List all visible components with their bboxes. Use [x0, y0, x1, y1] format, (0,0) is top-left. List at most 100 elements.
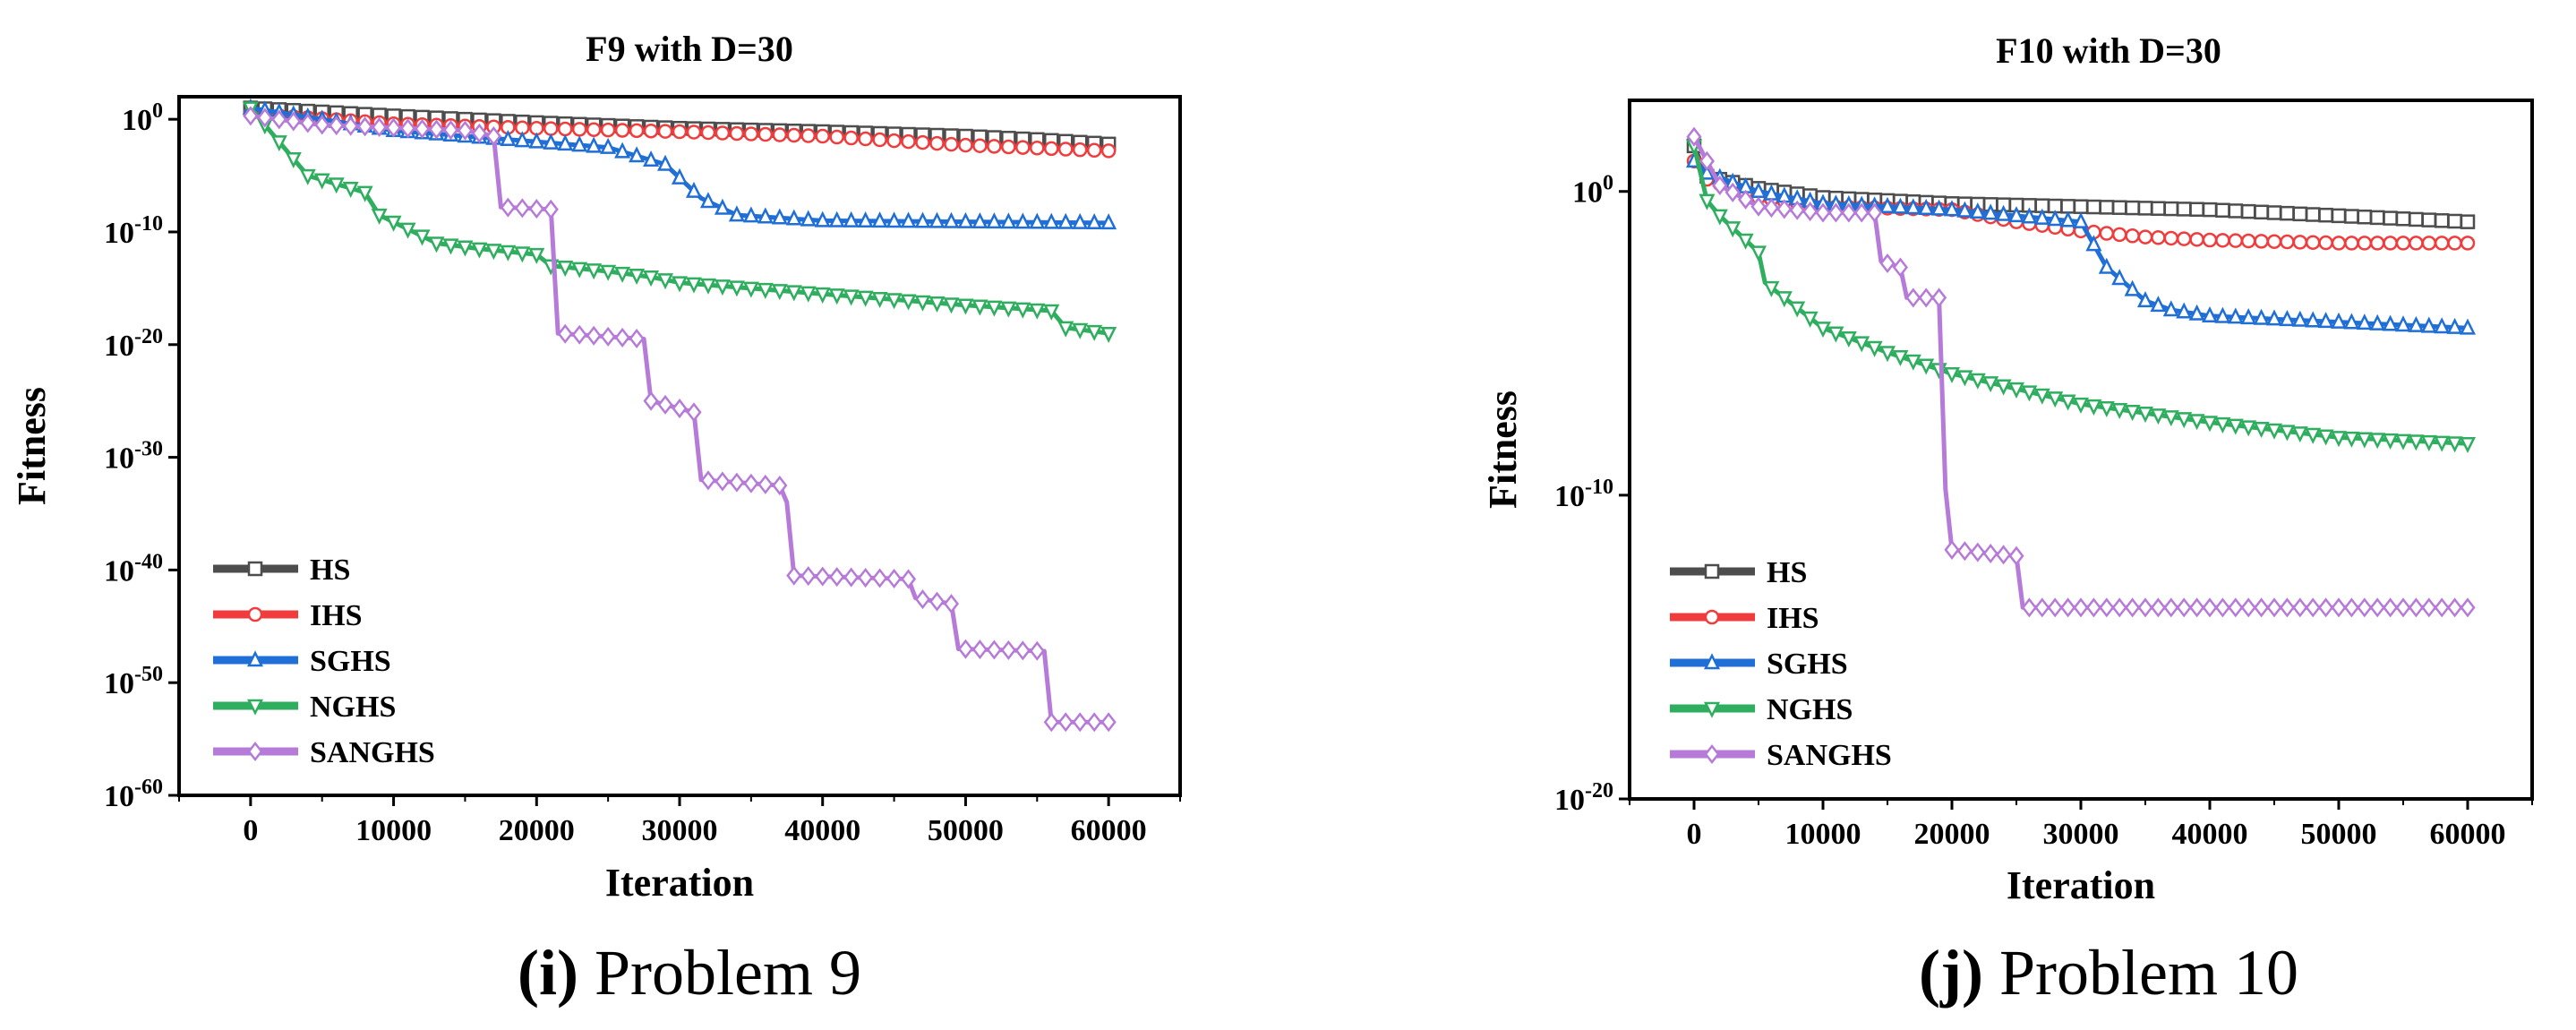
data-point-sghs: [671, 167, 689, 185]
data-point-sanghs: [329, 116, 345, 136]
data-point-sanghs: [686, 402, 702, 423]
data-point-nghs: [299, 168, 316, 185]
data-point-nghs: [2291, 426, 2308, 443]
data-point-ihs: [2305, 235, 2321, 250]
series-nghs: [242, 101, 1117, 343]
data-point-nghs: [600, 264, 617, 281]
data-point-sanghs: [1970, 542, 1986, 562]
data-point-ihs: [958, 137, 973, 153]
data-point-nghs: [270, 135, 287, 152]
data-point-nghs: [285, 151, 302, 168]
data-point-ihs: [2434, 236, 2450, 251]
data-point-sghs: [600, 137, 617, 154]
legend-marker: [1704, 609, 1720, 625]
data-point-nghs: [2434, 435, 2451, 452]
data-point-hs: [2305, 207, 2321, 222]
data-point-nghs: [2253, 422, 2270, 439]
data-point-sanghs: [800, 566, 817, 587]
data-point-hs: [2176, 202, 2192, 217]
data-point-nghs: [1763, 280, 1780, 297]
data-point-sghs: [2227, 307, 2244, 324]
data-point-nghs: [500, 245, 517, 262]
data-point-sghs: [629, 146, 646, 163]
data-point-sghs: [500, 130, 517, 147]
data-point-ihs: [858, 131, 873, 147]
data-point-nghs: [1043, 304, 1060, 321]
data-point-hs: [2331, 208, 2347, 224]
data-point-ihs: [600, 122, 616, 138]
data-point-ihs: [2125, 228, 2140, 244]
data-point-sghs: [2162, 300, 2179, 317]
data-point-sghs: [1969, 202, 1986, 219]
data-point-sghs: [1930, 199, 1947, 216]
data-point-nghs: [757, 282, 774, 299]
data-point-ihs: [571, 122, 587, 137]
data-point-sanghs: [2343, 597, 2359, 618]
data-point-nghs: [399, 222, 416, 239]
data-point-sanghs: [1867, 202, 1883, 223]
data-point-nghs: [2279, 425, 2296, 442]
data-point-nghs: [2394, 433, 2412, 451]
y-tick-label: 10-50: [104, 663, 163, 700]
data-point-sanghs: [1072, 712, 1088, 733]
legend-label: HS: [310, 554, 350, 587]
data-point-sghs: [657, 154, 674, 171]
data-point-ihs: [2189, 232, 2204, 247]
data-point-sanghs: [2421, 597, 2437, 618]
data-point-sanghs: [2460, 597, 2476, 618]
data-point-ihs: [2369, 236, 2385, 251]
data-point-sanghs: [428, 119, 445, 140]
data-point-ihs: [2240, 233, 2256, 249]
data-point-sghs: [900, 211, 917, 228]
legend-marker: [1703, 653, 1721, 670]
data-point-nghs: [2124, 405, 2141, 422]
data-point-hs: [2434, 213, 2450, 228]
data-point-hs: [2073, 199, 2089, 214]
legend-item-sghs: SGHS: [1670, 648, 1848, 681]
data-point-ihs: [2447, 236, 2462, 251]
data-point-nghs: [2446, 436, 2463, 453]
data-point-sghs: [914, 211, 931, 228]
data-point-sanghs: [1776, 199, 1793, 219]
data-point-nghs: [900, 294, 917, 311]
legend-item-sanghs: SANGHS: [213, 736, 435, 769]
data-point-nghs: [2330, 431, 2348, 448]
data-point-nghs: [1879, 346, 1896, 363]
legend-item-ihs: IHS: [213, 599, 363, 632]
data-point-sanghs: [1931, 288, 1947, 308]
series-sanghs: [1686, 126, 2476, 618]
data-point-sghs: [2265, 309, 2283, 326]
data-point-sanghs: [243, 106, 259, 126]
data-point-ihs: [686, 124, 702, 140]
data-point-nghs: [657, 273, 674, 290]
data-point-sanghs: [500, 197, 516, 218]
data-point-hs: [2357, 209, 2373, 225]
data-point-sghs: [2279, 310, 2296, 327]
data-point-sanghs: [557, 323, 573, 344]
data-point-nghs: [2201, 416, 2219, 433]
data-point-ihs: [944, 136, 959, 152]
data-point-sghs: [1699, 163, 1716, 180]
data-point-ihs: [901, 133, 916, 150]
data-point-sghs: [1995, 204, 2012, 221]
data-point-sanghs: [257, 107, 273, 128]
data-point-sanghs: [2331, 597, 2347, 618]
data-point-nghs: [371, 208, 388, 225]
data-point-sghs: [2033, 208, 2050, 225]
legend-label: IHS: [310, 599, 363, 632]
data-point-sghs: [2382, 314, 2399, 331]
legend-marker: [246, 699, 264, 716]
legend-marker: [1704, 563, 1720, 579]
legend-item-nghs: NGHS: [213, 691, 396, 724]
data-point-sghs: [943, 211, 960, 228]
data-point-hs: [2215, 202, 2230, 219]
data-point-sanghs: [2176, 597, 2192, 618]
data-point-nghs: [1711, 209, 1728, 226]
data-point-ihs: [2099, 226, 2115, 241]
data-point-nghs: [1853, 336, 1870, 353]
data-point-sanghs: [485, 125, 501, 147]
data-point-sghs: [785, 209, 802, 226]
data-point-sghs: [2047, 210, 2064, 227]
data-point-sanghs: [1789, 200, 1805, 220]
data-point-nghs: [457, 240, 474, 257]
